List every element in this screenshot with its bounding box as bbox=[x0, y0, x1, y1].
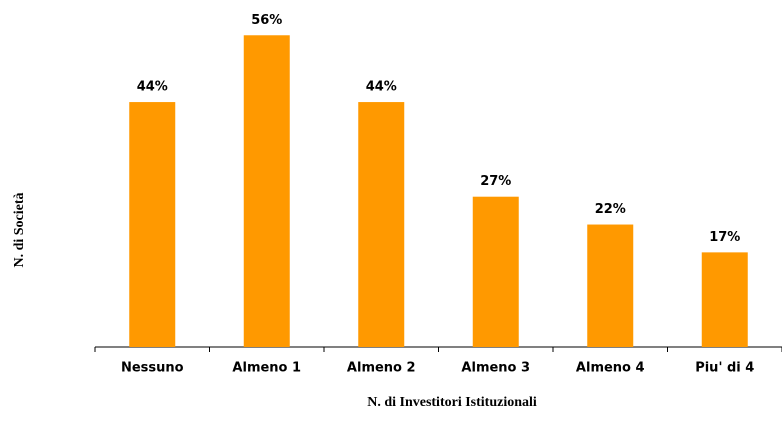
x-tick-label: Nessuno bbox=[121, 361, 184, 376]
data-label: 44% bbox=[366, 80, 397, 95]
x-axis-title: N. di Investitori Istituzionali bbox=[367, 395, 537, 410]
x-tick-label: Piu' di 4 bbox=[695, 361, 754, 376]
x-tick-label: Almeno 4 bbox=[576, 361, 645, 376]
x-tick-label: Almeno 3 bbox=[461, 361, 530, 376]
data-label: 22% bbox=[595, 202, 626, 217]
bar bbox=[243, 35, 290, 348]
x-tick-label: Almeno 1 bbox=[232, 361, 301, 376]
x-tick-label: Almeno 2 bbox=[347, 361, 416, 376]
bar bbox=[129, 102, 176, 347]
bar bbox=[587, 224, 634, 347]
data-label: 56% bbox=[251, 13, 282, 28]
data-label: 27% bbox=[480, 174, 511, 189]
bar bbox=[701, 252, 748, 347]
y-axis-title: N. di Società bbox=[12, 192, 27, 267]
data-label: 17% bbox=[709, 230, 740, 245]
bar bbox=[358, 102, 405, 347]
data-label: 44% bbox=[137, 80, 168, 95]
bar bbox=[472, 196, 519, 347]
